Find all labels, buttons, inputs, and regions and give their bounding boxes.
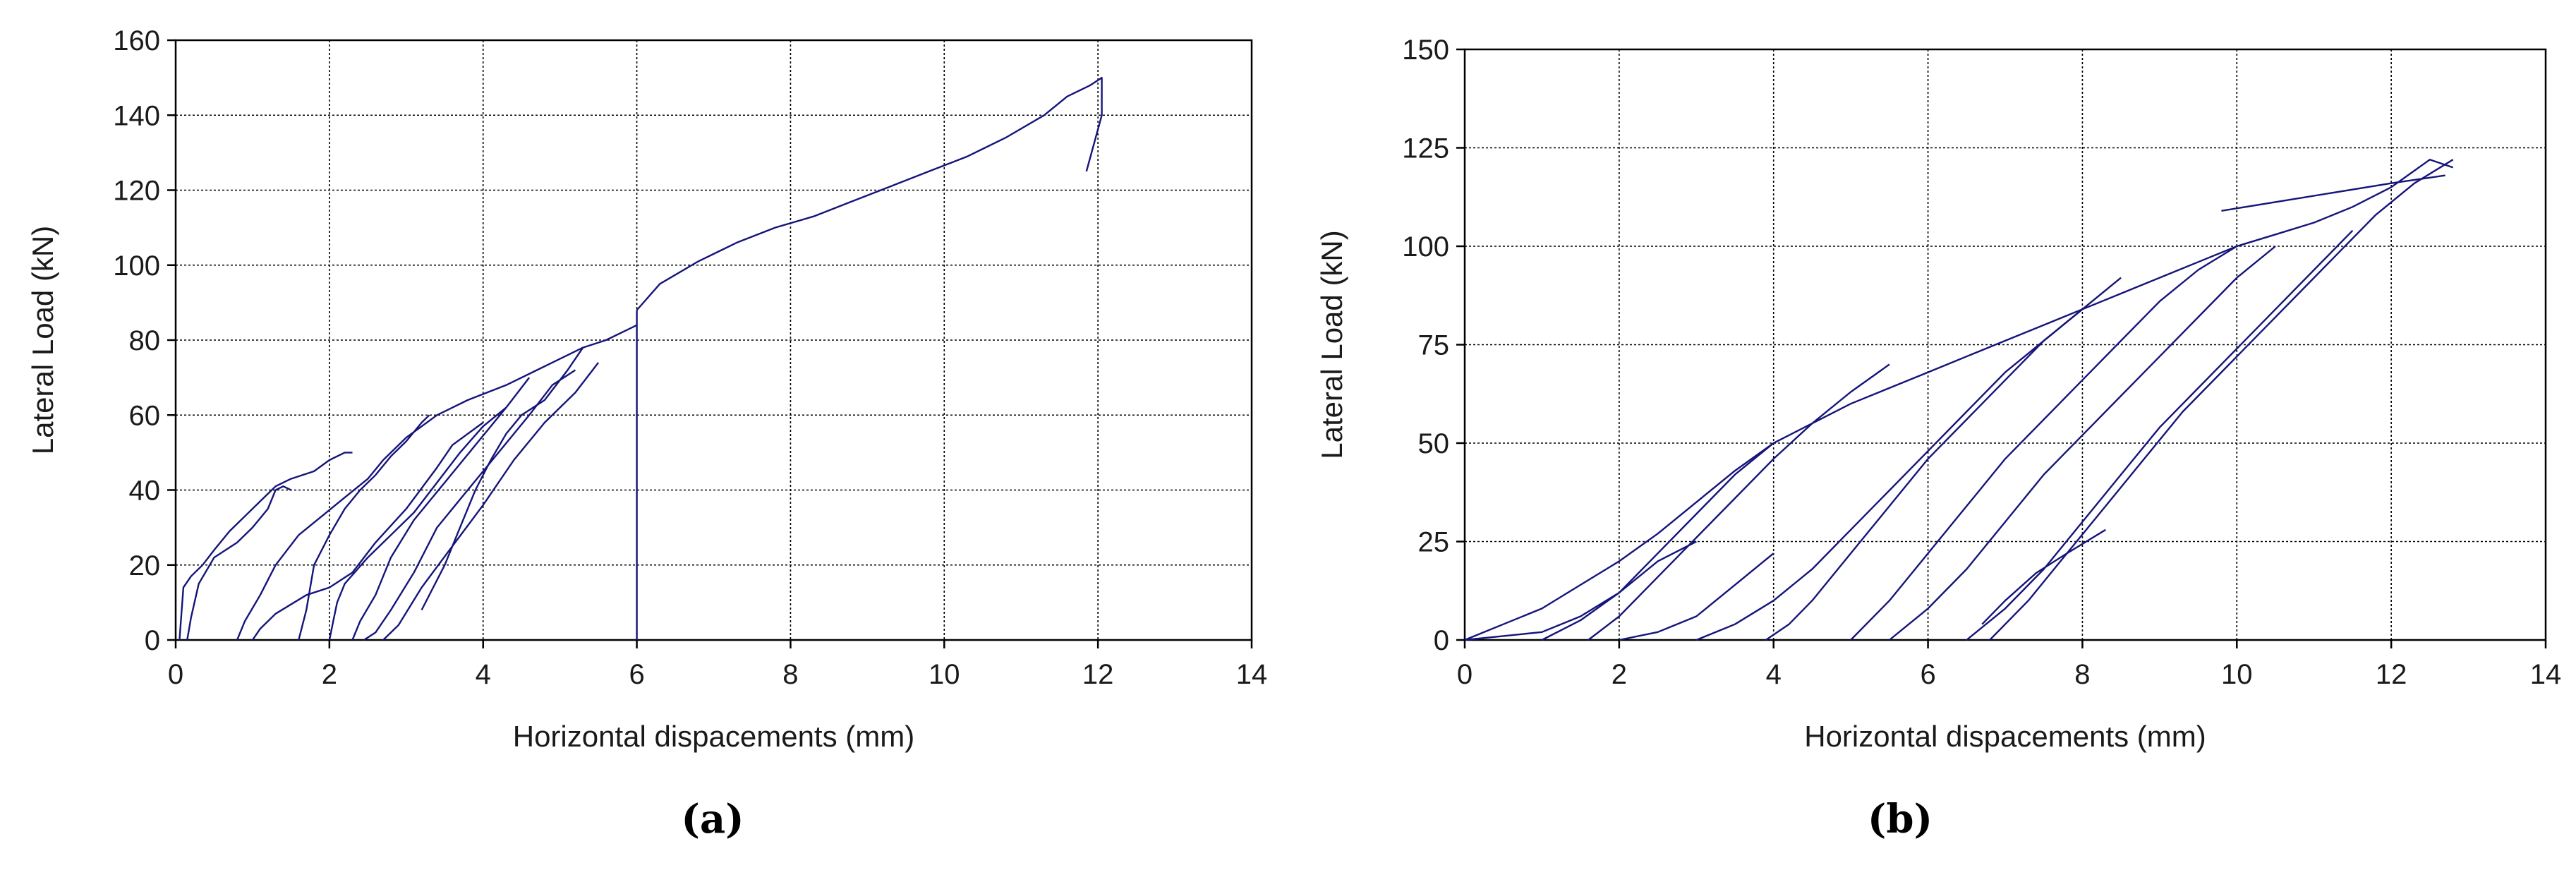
x-tick-label: 8 [782,659,798,690]
series-line [298,414,430,641]
panel-caption-a: (a) [681,796,744,842]
y-tick-label: 75 [1418,330,1450,361]
x-axis-label: Horizontal dispacements (mm) [1804,720,2206,753]
y-tick-label: 20 [129,550,161,581]
y-tick-label: 120 [113,176,160,207]
series-line [186,485,291,641]
series-line [421,346,584,611]
x-tick-label: 2 [322,659,337,690]
x-tick-label: 6 [1920,659,1935,690]
y-tick-label: 100 [113,250,160,282]
y-axis-label: Lateral Load (kN) [1315,230,1348,459]
series-line [382,362,600,641]
x-tick-label: 12 [1082,659,1114,690]
series-line [1850,245,2237,641]
x-tick-label: 10 [2221,659,2253,690]
series-line [1464,540,1697,641]
x-tick-label: 2 [1611,659,1627,690]
x-tick-label: 14 [1236,659,1268,690]
y-tick-label: 25 [1418,527,1450,558]
y-tick-label: 40 [129,476,161,507]
series-line [179,452,353,641]
y-tick-label: 140 [113,100,160,131]
panel-caption-b: (b) [1868,796,1933,842]
y-tick-label: 100 [1402,231,1449,262]
series-line [1989,159,2454,641]
series-line [1588,363,1890,641]
y-tick-label: 0 [1434,625,1449,656]
series-line [351,377,531,641]
y-tick-label: 80 [129,325,161,356]
x-tick-label: 6 [629,659,644,690]
x-tick-label: 4 [1766,659,1782,690]
x-tick-label: 8 [2074,659,2090,690]
series-line [328,406,507,641]
chart-panel-b: 0 25 50 75 100 125 150 0 2 4 6 8 10 12 14 Horizontal di… [1315,35,2561,753]
x-tick-label: 12 [2376,659,2407,690]
y-tick-label: 125 [1402,133,1449,164]
y-tick-label: 150 [1402,35,1449,66]
y-tick-label: 60 [129,400,161,431]
series-line [1889,246,2276,641]
x-tick-label: 10 [929,659,960,690]
y-tick-label: 0 [145,625,160,656]
series-line [1541,442,1774,641]
series-line [1966,229,2354,641]
y-tick-label: 50 [1418,428,1450,459]
x-tick-label: 4 [476,659,491,690]
series-line [2221,174,2445,212]
series-line [363,369,576,641]
chart-panel-a: 0 20 40 60 80 100 120 140 160 0 2 4 6 8 10 12 14 Horizont… [26,25,1267,753]
series-line [636,76,1103,311]
series-line [1619,552,1774,641]
series-line [251,421,484,641]
y-tick-label: 160 [113,25,160,56]
x-tick-label: 14 [2530,659,2562,690]
x-axis-label: Horizontal dispacements (mm) [513,720,915,753]
series-line [1464,158,2454,641]
series-line [1695,308,2084,641]
x-tick-label: 0 [168,659,183,690]
series-line [1981,528,2106,625]
y-axis-label: Lateral Load (kN) [26,226,59,455]
series-line [1765,277,2122,641]
x-tick-label: 0 [1457,659,1473,690]
series-line [236,324,638,641]
